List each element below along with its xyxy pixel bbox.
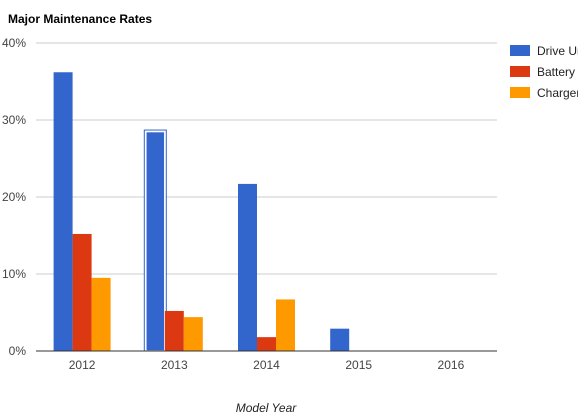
bar-drive-unit-2013[interactable]: [145, 130, 166, 352]
bar-drive-unit-2015[interactable]: [330, 328, 350, 351]
x-tick-label: 2012: [69, 358, 96, 372]
x-tick-label: 2013: [161, 358, 188, 372]
y-tick-label: 40%: [2, 36, 26, 50]
bar-charger-2012[interactable]: [91, 277, 111, 351]
bar-battery-2012[interactable]: [72, 233, 92, 351]
legend-swatch[interactable]: [510, 66, 530, 77]
bar-charger-2014[interactable]: [276, 299, 295, 351]
x-tick-label: 2014: [253, 358, 280, 372]
legend-label[interactable]: Drive Unit: [537, 44, 578, 58]
bars: [53, 72, 350, 352]
x-axis-title: Model Year: [236, 401, 297, 415]
bar-drive-unit-2014[interactable]: [238, 183, 257, 351]
x-tick-label: 2015: [345, 358, 372, 372]
y-tick-label: 0%: [9, 344, 27, 358]
y-tick-label: 30%: [2, 113, 26, 127]
legend-swatch[interactable]: [510, 45, 530, 56]
y-tick-label: 10%: [2, 267, 26, 281]
bar-drive-unit-2012[interactable]: [53, 72, 73, 351]
y-tick-label: 20%: [2, 190, 26, 204]
legend-label[interactable]: Battery: [537, 65, 575, 79]
bar-battery-2014[interactable]: [257, 337, 276, 351]
bar-battery-2013[interactable]: [164, 310, 184, 351]
legend-swatch[interactable]: [510, 87, 530, 98]
bar-charger-2013[interactable]: [183, 317, 203, 351]
chart-title: Major Maintenance Rates: [8, 12, 152, 26]
x-axis-ticks: 2012 2013 2014 2015 2016: [69, 358, 465, 372]
gridlines: [36, 42, 497, 275]
legend[interactable]: Drive Unit Battery Charger: [510, 44, 578, 100]
x-tick-label: 2016: [438, 358, 465, 372]
y-axis-ticks: 0% 10% 20% 30% 40%: [2, 36, 26, 358]
legend-label[interactable]: Charger: [537, 86, 578, 100]
